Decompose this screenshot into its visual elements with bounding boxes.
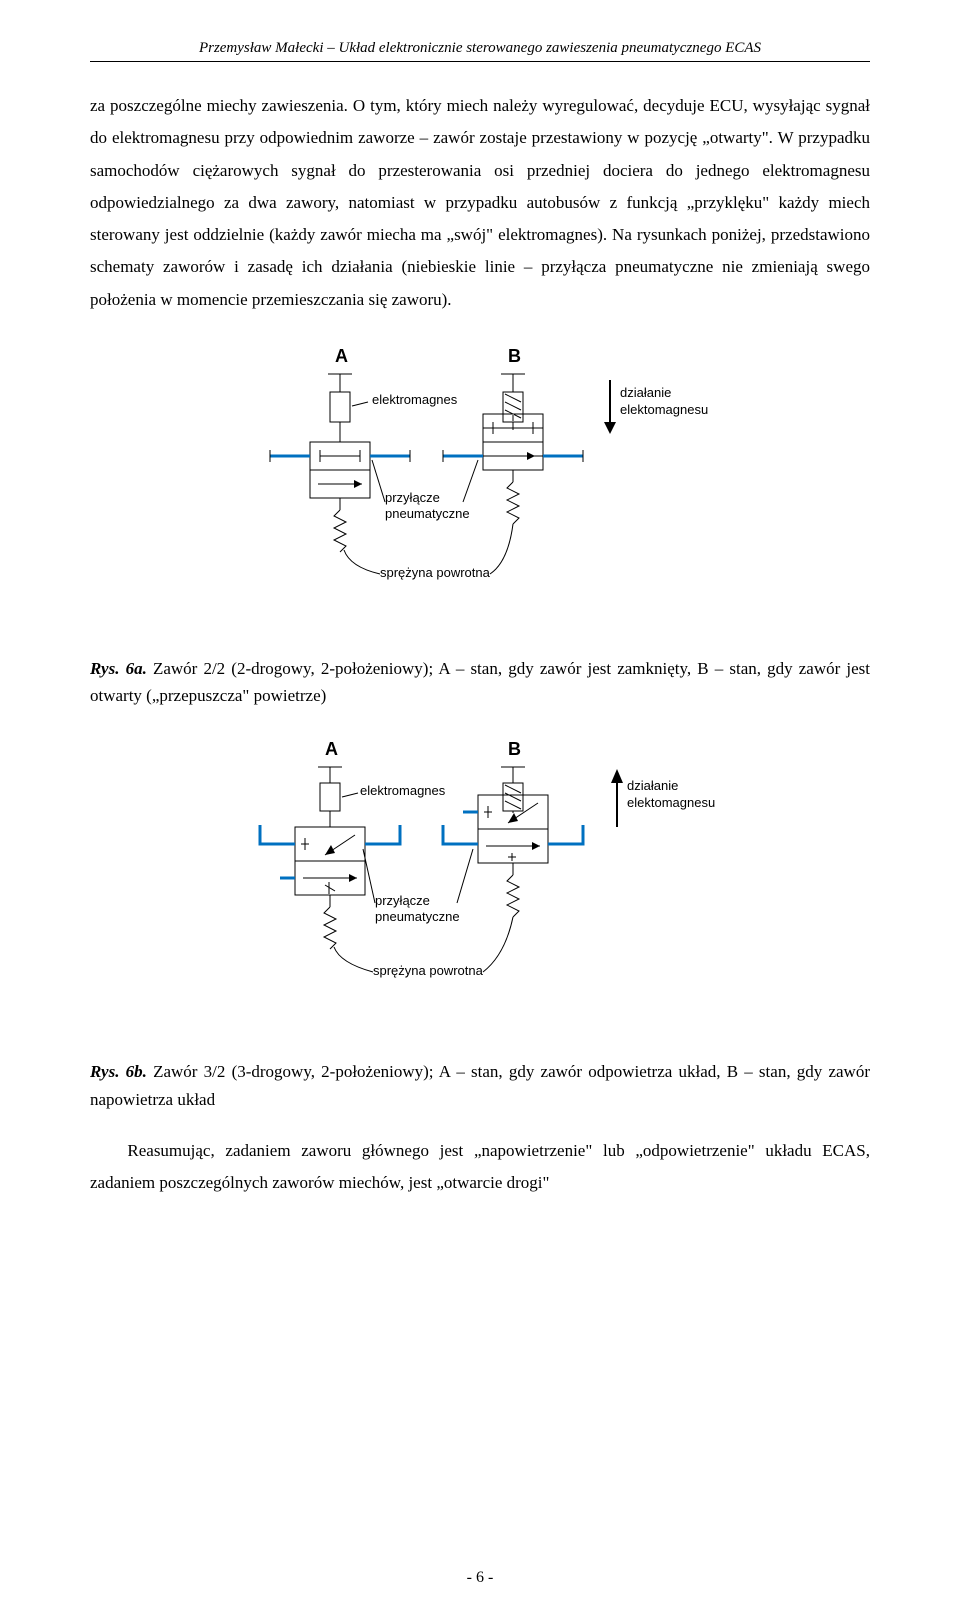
- label-A-b: A: [325, 739, 338, 759]
- label-sprezyna-a: sprężyna powrotna: [380, 565, 491, 580]
- label-elektromagnes-b: elektromagnes: [360, 783, 446, 798]
- label-sprezyna-b: sprężyna powrotna: [373, 963, 484, 978]
- paragraph-2: Reasumując, zadaniem zaworu głównego jes…: [90, 1135, 870, 1200]
- page: Przemysław Małecki – Układ elektroniczni…: [0, 0, 960, 1617]
- label-dzialanie2-a: elektomagnesu: [620, 402, 708, 417]
- diagram-6a: A B: [240, 342, 720, 632]
- label-elektromagnes-a: elektromagnes: [372, 392, 458, 407]
- action-arrow-b: działanie elektomagnesu: [611, 769, 715, 827]
- figure-6b: A B: [90, 735, 870, 1040]
- label-A: A: [335, 346, 348, 366]
- figure-6a: A B: [90, 342, 870, 637]
- label-dzialanie2-b: elektomagnesu: [627, 795, 715, 810]
- caption-6a-text: Zawór 2/2 (2-drogowy, 2-położeniowy); A …: [90, 659, 870, 705]
- label-przylacze2-a: pneumatyczne: [385, 506, 470, 521]
- caption-6b: Rys. 6b. Zawór 3/2 (3-drogowy, 2-położen…: [90, 1058, 870, 1112]
- label-B: B: [508, 346, 521, 366]
- caption-6b-lead: Rys. 6b.: [90, 1062, 147, 1081]
- page-header: Przemysław Małecki – Układ elektroniczni…: [90, 40, 870, 62]
- caption-6b-text: Zawór 3/2 (3-drogowy, 2-położeniowy); A …: [90, 1062, 870, 1108]
- label-dzialanie1-a: działanie: [620, 385, 671, 400]
- action-arrow-a: działanie elektomagnesu: [604, 380, 708, 434]
- caption-6a-lead: Rys. 6a.: [90, 659, 147, 678]
- diagram-6b: A B: [225, 735, 735, 1035]
- page-number: - 6 -: [0, 1569, 960, 1587]
- label-dzialanie1-b: działanie: [627, 778, 678, 793]
- caption-6a: Rys. 6a. Zawór 2/2 (2-drogowy, 2-położen…: [90, 655, 870, 709]
- paragraph-1: za poszczególne miechy zawieszenia. O ty…: [90, 90, 870, 316]
- label-przylacze2-b: pneumatyczne: [375, 909, 460, 924]
- label-przylacze1-b: przyłącze: [375, 893, 430, 908]
- col-B-b: [443, 767, 583, 917]
- label-B-b: B: [508, 739, 521, 759]
- label-przylacze1-a: przyłącze: [385, 490, 440, 505]
